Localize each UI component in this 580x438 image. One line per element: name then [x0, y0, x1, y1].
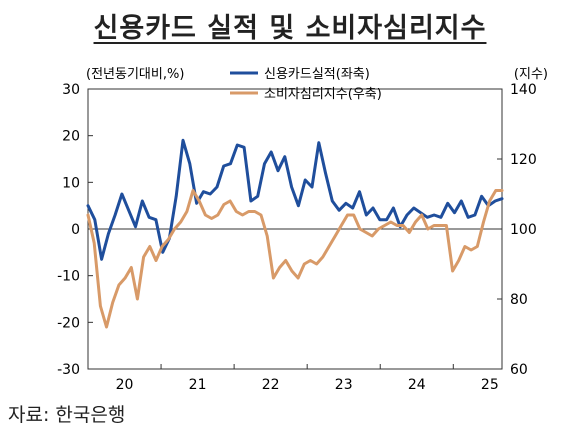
left-axis-unit: (전년동기대비,%) [86, 67, 184, 82]
left-tick-label: -10 [57, 269, 80, 285]
right-tick-label: 60 [510, 362, 528, 378]
legend: 신용카드실적(좌축) 소비자심리지수(우축) [230, 67, 382, 102]
right-tick-label: 100 [510, 222, 537, 238]
right-tick-label: 140 [510, 82, 537, 98]
left-tick-label: 0 [71, 222, 80, 238]
legend-label: 소비자심리지수(우축) [264, 87, 382, 102]
x-tick-label: 25 [481, 377, 499, 393]
left-tick-label: 20 [62, 129, 80, 145]
right-axis-unit: (지수) [514, 67, 548, 82]
chart-title: 신용카드 실적 및 소비자심리지수 [93, 13, 487, 44]
x-tick-label: 23 [335, 377, 353, 393]
card-spending-line [86, 138, 504, 261]
source-note: 자료: 한국은행 [8, 404, 126, 426]
left-tick-label: -30 [57, 362, 80, 378]
x-tick-label: 20 [116, 377, 134, 393]
consumer-sentiment-line [86, 189, 504, 329]
left-tick-label: -20 [57, 315, 80, 331]
x-tick-label: 21 [189, 377, 207, 393]
x-tick-label: 22 [262, 377, 280, 393]
series-lines [86, 138, 504, 329]
left-tick-label: 10 [62, 175, 80, 191]
legend-label: 신용카드실적(좌축) [264, 67, 370, 82]
plot-frame [87, 88, 503, 370]
right-tick-label: 80 [510, 292, 528, 308]
left-tick-label: 30 [62, 82, 80, 98]
x-tick-label: 24 [408, 377, 426, 393]
right-tick-label: 120 [510, 152, 537, 168]
